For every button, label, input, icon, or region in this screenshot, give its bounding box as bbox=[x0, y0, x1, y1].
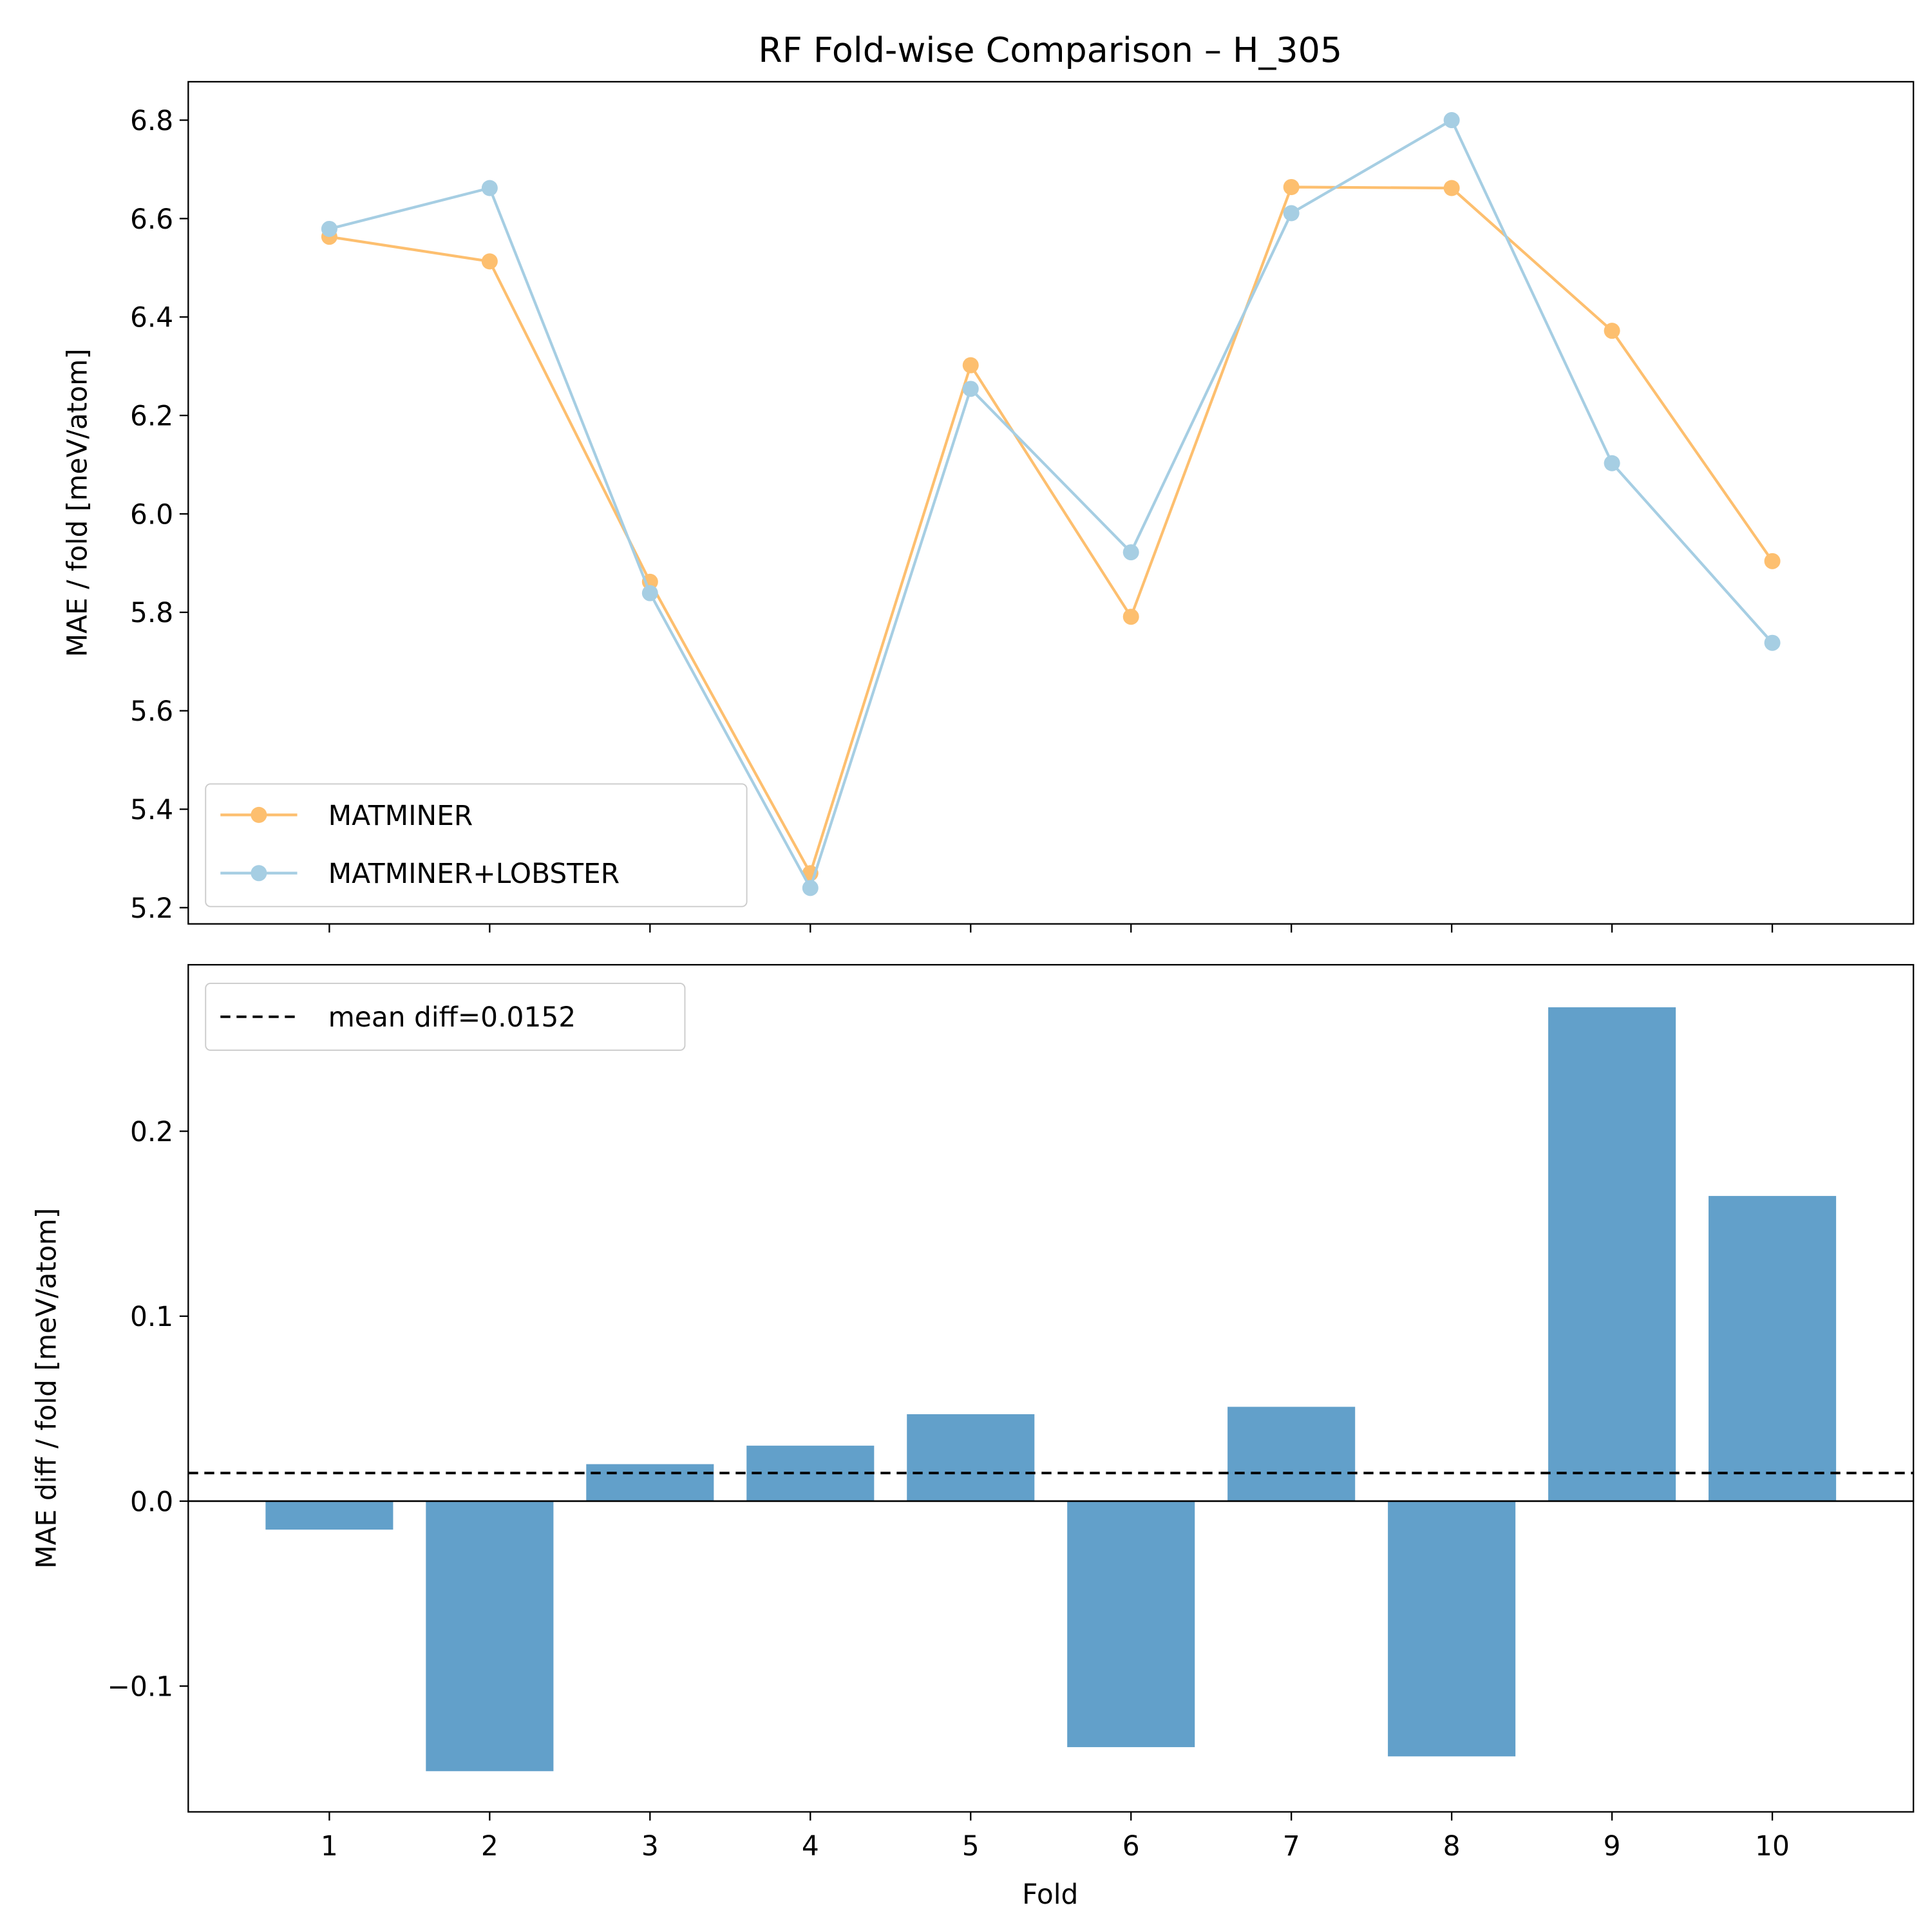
x-tick-label: 5 bbox=[962, 1830, 980, 1862]
data-point bbox=[1443, 112, 1460, 129]
bar-fold-2 bbox=[426, 1501, 554, 1772]
x-tick-label: 4 bbox=[802, 1830, 819, 1862]
legend-label-matminer-lobster: MATMINER+LOBSTER bbox=[328, 858, 620, 889]
data-point bbox=[321, 220, 337, 237]
legend-box bbox=[205, 783, 748, 907]
bar-fold-9 bbox=[1548, 1007, 1676, 1501]
bar-fold-3 bbox=[586, 1464, 714, 1501]
x-tick-label: 9 bbox=[1604, 1830, 1621, 1862]
top-ylabel: MAE / fold [meV/atom] bbox=[62, 348, 93, 657]
legend-marker bbox=[251, 865, 267, 882]
data-point bbox=[481, 180, 498, 196]
data-point bbox=[1604, 323, 1620, 339]
y-tick-label: 6.0 bbox=[130, 498, 173, 530]
data-point bbox=[1122, 544, 1139, 561]
y-tick-label: 6.2 bbox=[130, 400, 173, 431]
top-axes-frame bbox=[187, 80, 1915, 925]
data-point bbox=[1764, 634, 1781, 651]
chart-title: RF Fold-wise Comparison – H_305 bbox=[758, 30, 1342, 70]
bar-fold-10 bbox=[1709, 1196, 1837, 1501]
bar-fold-8 bbox=[1388, 1501, 1516, 1757]
x-tick-label: 6 bbox=[1122, 1830, 1140, 1862]
y-tick-label: 5.8 bbox=[130, 597, 173, 629]
y-tick-label: 6.8 bbox=[130, 105, 173, 137]
legend-label-mean-diff: mean diff=0.0152 bbox=[328, 1001, 576, 1033]
bottom-plot: −0.1 0.0 0.1 0.2 1 2 3 4 5 6 7 8 9 10 bbox=[108, 963, 1915, 1862]
data-point bbox=[962, 381, 979, 397]
y-tick-label: 0.0 bbox=[130, 1486, 173, 1517]
x-tick-label: 3 bbox=[641, 1830, 659, 1862]
y-tick-label: −0.1 bbox=[108, 1671, 174, 1703]
data-point bbox=[1283, 178, 1300, 195]
data-point bbox=[1443, 180, 1460, 196]
bar-fold-1 bbox=[265, 1501, 393, 1530]
legend-box bbox=[205, 982, 686, 1051]
y-tick-label: 6.4 bbox=[130, 302, 173, 334]
bottom-axes-frame bbox=[187, 963, 1915, 1813]
data-point bbox=[1764, 553, 1781, 569]
series-line-1 bbox=[328, 118, 1774, 892]
data-point bbox=[802, 880, 819, 896]
legend-marker bbox=[251, 806, 267, 823]
y-tick-label: 5.6 bbox=[130, 696, 173, 727]
bar-fold-6 bbox=[1067, 1501, 1195, 1747]
x-tick-label: 7 bbox=[1283, 1830, 1300, 1862]
data-point bbox=[1283, 205, 1300, 222]
bottom-xlabel: Fold bbox=[1022, 1879, 1078, 1910]
data-point bbox=[481, 253, 498, 270]
data-point bbox=[1122, 609, 1139, 625]
x-tick-label: 2 bbox=[481, 1830, 498, 1862]
x-tick-label: 10 bbox=[1755, 1830, 1790, 1862]
y-tick-label: 6.6 bbox=[130, 204, 173, 235]
top-plot: 5.2 5.4 5.6 5.8 6.0 6.2 6.4 6.6 6.8 bbox=[130, 80, 1915, 933]
series-line-0 bbox=[329, 185, 1774, 877]
y-tick-label: 0.1 bbox=[130, 1301, 173, 1332]
data-point bbox=[1604, 455, 1620, 471]
bar-fold-5 bbox=[907, 1414, 1035, 1501]
x-tick-label: 8 bbox=[1443, 1830, 1461, 1862]
bottom-ylabel: MAE diff / fold [meV/atom] bbox=[31, 1208, 62, 1569]
legend-label-matminer: MATMINER bbox=[328, 800, 473, 831]
y-tick-label: 0.2 bbox=[130, 1116, 173, 1148]
x-tick-label: 1 bbox=[321, 1830, 338, 1862]
bar-fold-7 bbox=[1227, 1406, 1356, 1501]
y-tick-label: 5.4 bbox=[130, 794, 173, 826]
data-point bbox=[962, 357, 979, 374]
y-tick-label: 5.2 bbox=[130, 893, 173, 924]
data-point bbox=[641, 585, 658, 601]
